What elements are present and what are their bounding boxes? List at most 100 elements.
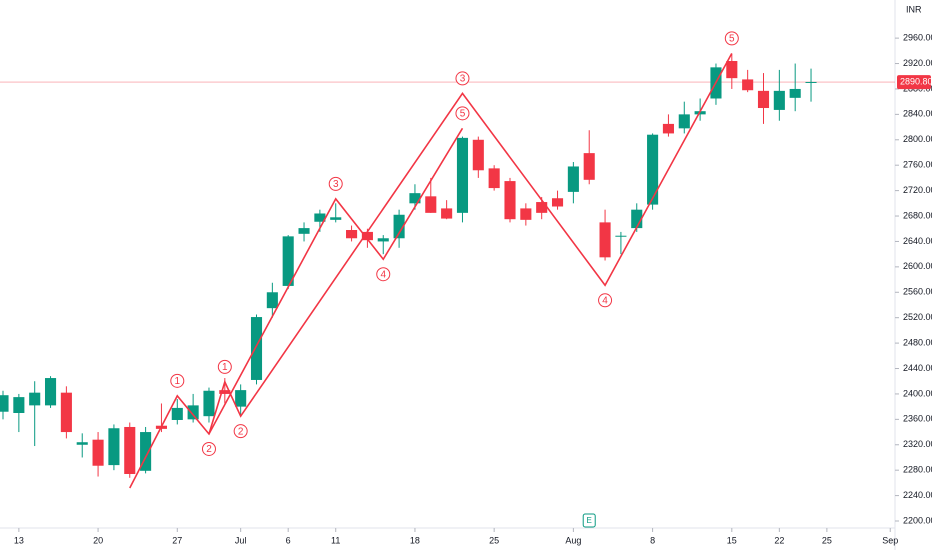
candle-body <box>108 428 120 466</box>
unit-label: INR <box>906 4 922 14</box>
candle-body <box>742 79 754 91</box>
y-tick-label: 2520.00 <box>903 312 932 322</box>
wave-label: 5 <box>460 108 466 119</box>
y-tick-label: 2440.00 <box>903 363 932 373</box>
candle-body <box>789 88 801 98</box>
candle-body <box>377 238 389 242</box>
x-tick-label: 13 <box>14 535 24 545</box>
candle-body <box>583 153 595 180</box>
y-tick-label: 2360.00 <box>903 414 932 424</box>
candle-body <box>361 231 373 241</box>
x-tick-label: 25 <box>822 535 832 545</box>
candle-body <box>171 407 183 420</box>
x-tick-label: 6 <box>286 535 291 545</box>
candle-body <box>409 193 421 204</box>
candle-body <box>44 378 57 406</box>
candle-body <box>393 214 405 239</box>
wave-label-circle <box>170 373 185 388</box>
candle-body <box>60 392 72 433</box>
candle-body <box>726 60 738 79</box>
wave-label-circle <box>724 31 739 46</box>
x-tick-label: 20 <box>93 535 103 545</box>
last-price-badge <box>897 75 931 90</box>
wave-label-circle <box>233 424 248 439</box>
y-tick-label: 2960.00 <box>903 32 932 42</box>
wave-label: 4 <box>380 269 386 280</box>
candle-body <box>235 390 247 407</box>
wave-label-circle <box>201 441 216 456</box>
candle-body <box>472 139 484 171</box>
candle-body <box>266 292 278 309</box>
last-price-label: 2890.80 <box>900 76 932 86</box>
y-tick-label: 2560.00 <box>903 287 932 297</box>
wave-label: 1 <box>175 376 181 387</box>
candle-body <box>647 134 659 205</box>
candle-body <box>678 114 690 129</box>
candle-body <box>314 213 326 222</box>
y-tick-label: 2720.00 <box>903 185 932 195</box>
wave-label-circle <box>217 359 232 374</box>
candle-body <box>76 442 88 445</box>
y-tick-label: 2400.00 <box>903 388 932 398</box>
candle-body <box>298 228 310 234</box>
candle-body <box>250 317 263 380</box>
candle-body <box>456 137 469 213</box>
wave-label: 2 <box>206 444 212 455</box>
x-tick-label: 27 <box>172 535 182 545</box>
x-tick-label: 11 <box>331 535 340 545</box>
candle-body <box>140 432 152 471</box>
candle-body <box>330 217 342 220</box>
candle-body <box>773 90 785 110</box>
candle-body <box>567 166 579 192</box>
candle-body <box>662 123 674 134</box>
candle-body <box>551 198 564 207</box>
candle-body <box>520 208 532 220</box>
x-tick-label: Aug <box>565 535 581 545</box>
candle-body <box>92 439 104 466</box>
candle-body <box>599 222 611 258</box>
wave-label: 3 <box>460 74 466 85</box>
wave-label: 4 <box>602 295 608 306</box>
candle-body <box>203 390 215 417</box>
y-tick-label: 2600.00 <box>903 261 932 271</box>
x-tick-label: 15 <box>727 535 737 545</box>
event-marker <box>582 513 596 528</box>
y-tick-label: 2800.00 <box>903 134 932 144</box>
y-tick-label: 2840.00 <box>903 109 932 119</box>
wave-label-circle <box>598 293 613 308</box>
y-tick-label: 2280.00 <box>903 465 932 475</box>
candle-body <box>631 209 643 229</box>
candle-body <box>187 405 199 420</box>
wave-label-circle <box>376 267 391 282</box>
wave-line <box>129 127 464 489</box>
candle-body <box>13 397 25 413</box>
candle-body <box>346 230 358 239</box>
x-tick-label: 22 <box>774 535 784 545</box>
candle-body <box>124 426 136 474</box>
x-tick-label: 8 <box>650 535 655 545</box>
candle-body <box>219 390 231 394</box>
candle-body <box>425 196 437 213</box>
candle-body <box>441 208 453 219</box>
candle-body <box>536 202 548 213</box>
y-tick-label: 2320.00 <box>903 439 932 449</box>
x-tick-label: Jul <box>235 535 247 545</box>
wave-label: 1 <box>222 362 228 373</box>
candle-body <box>0 395 9 412</box>
candle-body <box>805 81 817 83</box>
candle-body <box>282 236 294 286</box>
candle-body <box>29 392 41 406</box>
candle-body <box>488 168 500 189</box>
x-tick-label: 25 <box>489 535 499 545</box>
candle-body <box>504 181 516 220</box>
wave-line <box>208 52 733 435</box>
candle-body <box>615 235 627 237</box>
wave-label-circle <box>455 71 470 86</box>
wave-label: 2 <box>238 426 244 437</box>
wave-label: 3 <box>333 179 339 190</box>
y-tick-label: 2760.00 <box>903 160 932 170</box>
y-tick-label: 2640.00 <box>903 236 932 246</box>
candle-body <box>757 90 770 109</box>
x-tick-label: 18 <box>410 535 420 545</box>
